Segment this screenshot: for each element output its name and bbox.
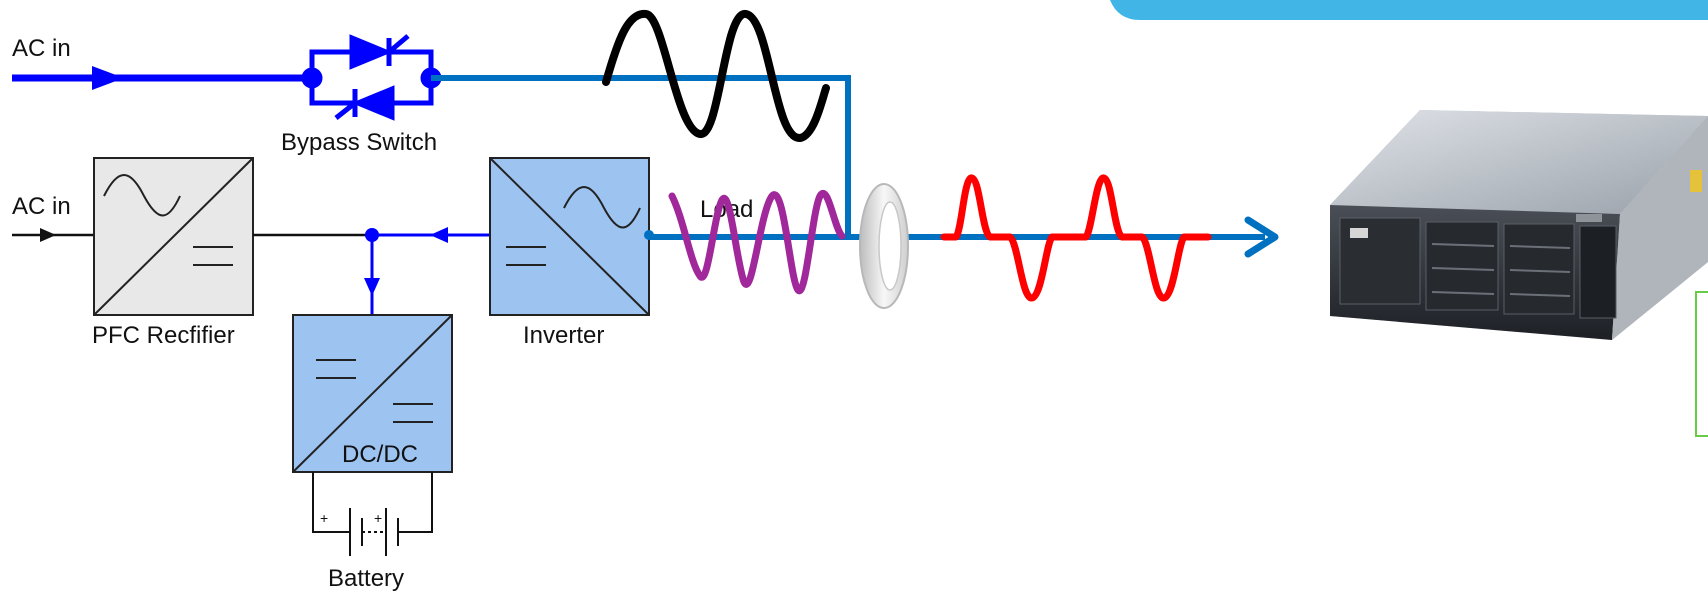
pfc-rectifier-block <box>93 157 254 316</box>
ac-in-mid-arrowhead <box>40 228 56 242</box>
dc-bus-arrowhead <box>430 227 448 243</box>
battery-plus-1: + <box>320 510 328 526</box>
callout-frame <box>1695 291 1708 437</box>
pfc-rectifier-label: PFC Recfifier <box>92 322 235 349</box>
bypass-sine-wave <box>602 10 830 142</box>
battery-label: Battery <box>328 565 404 591</box>
battery-cells-icon <box>312 472 433 556</box>
current-transformer-ring-icon <box>859 183 909 309</box>
battery-plus-2: + <box>374 510 382 526</box>
ac-in-top-label: AC in <box>12 35 71 62</box>
inverter-label: Inverter <box>523 322 604 349</box>
thyristor-pair-icon <box>301 34 442 121</box>
inverter-output-wave <box>668 189 846 294</box>
inverter-block <box>489 157 650 316</box>
ac-in-mid-label: AC in <box>12 193 71 220</box>
banner-shape <box>1110 0 1708 20</box>
load-current-wave <box>940 174 1212 302</box>
dc-bus-to-dcdc-arrowhead <box>364 278 380 296</box>
dcdc-label: DC/DC <box>342 441 418 468</box>
ac-in-top-arrowhead <box>92 66 124 90</box>
rack-server-icon <box>1330 110 1708 340</box>
dcdc-block <box>292 314 453 473</box>
bypass-switch-label: Bypass Switch <box>281 129 437 156</box>
load-bus-arrowhead <box>1244 216 1279 258</box>
bypass-output-line <box>431 75 851 237</box>
